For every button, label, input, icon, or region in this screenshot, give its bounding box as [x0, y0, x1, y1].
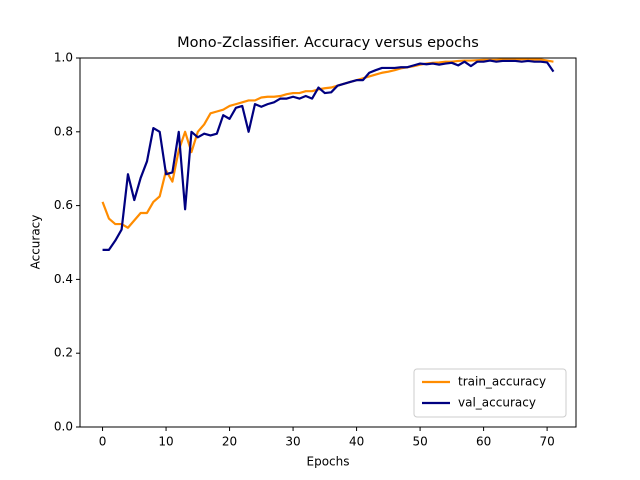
plot-frame: [79, 57, 577, 428]
legend-label: val_accuracy: [458, 396, 536, 410]
y-tick-label: 0.8: [54, 124, 73, 138]
line: [102, 59, 555, 251]
x-tick-label: 0: [99, 435, 107, 449]
x-tick-label: 40: [349, 435, 364, 449]
line: [101, 58, 554, 229]
x-tick-label: 10: [158, 435, 173, 449]
legend-label: train_accuracy: [458, 375, 546, 389]
legend-box: [413, 368, 567, 418]
x-tick-label: 50: [412, 435, 427, 449]
y-tick-label: 0.2: [54, 346, 73, 360]
x-tick-label: 30: [285, 435, 300, 449]
y-tick-label: 1.0: [54, 51, 73, 65]
y-tick-label: 0.0: [54, 420, 73, 434]
y-tick-label: 0.4: [54, 272, 73, 286]
x-axis-label: Epochs: [307, 455, 350, 469]
x-tick-label: 70: [539, 435, 554, 449]
y-axis-label: Accuracy: [29, 215, 43, 270]
x-tick-label: 20: [222, 435, 237, 449]
x-tick-label: 60: [476, 435, 491, 449]
chart-title: Mono-Zclassifier. Accuracy versus epochs: [177, 35, 479, 51]
y-tick-label: 0.6: [54, 198, 73, 212]
